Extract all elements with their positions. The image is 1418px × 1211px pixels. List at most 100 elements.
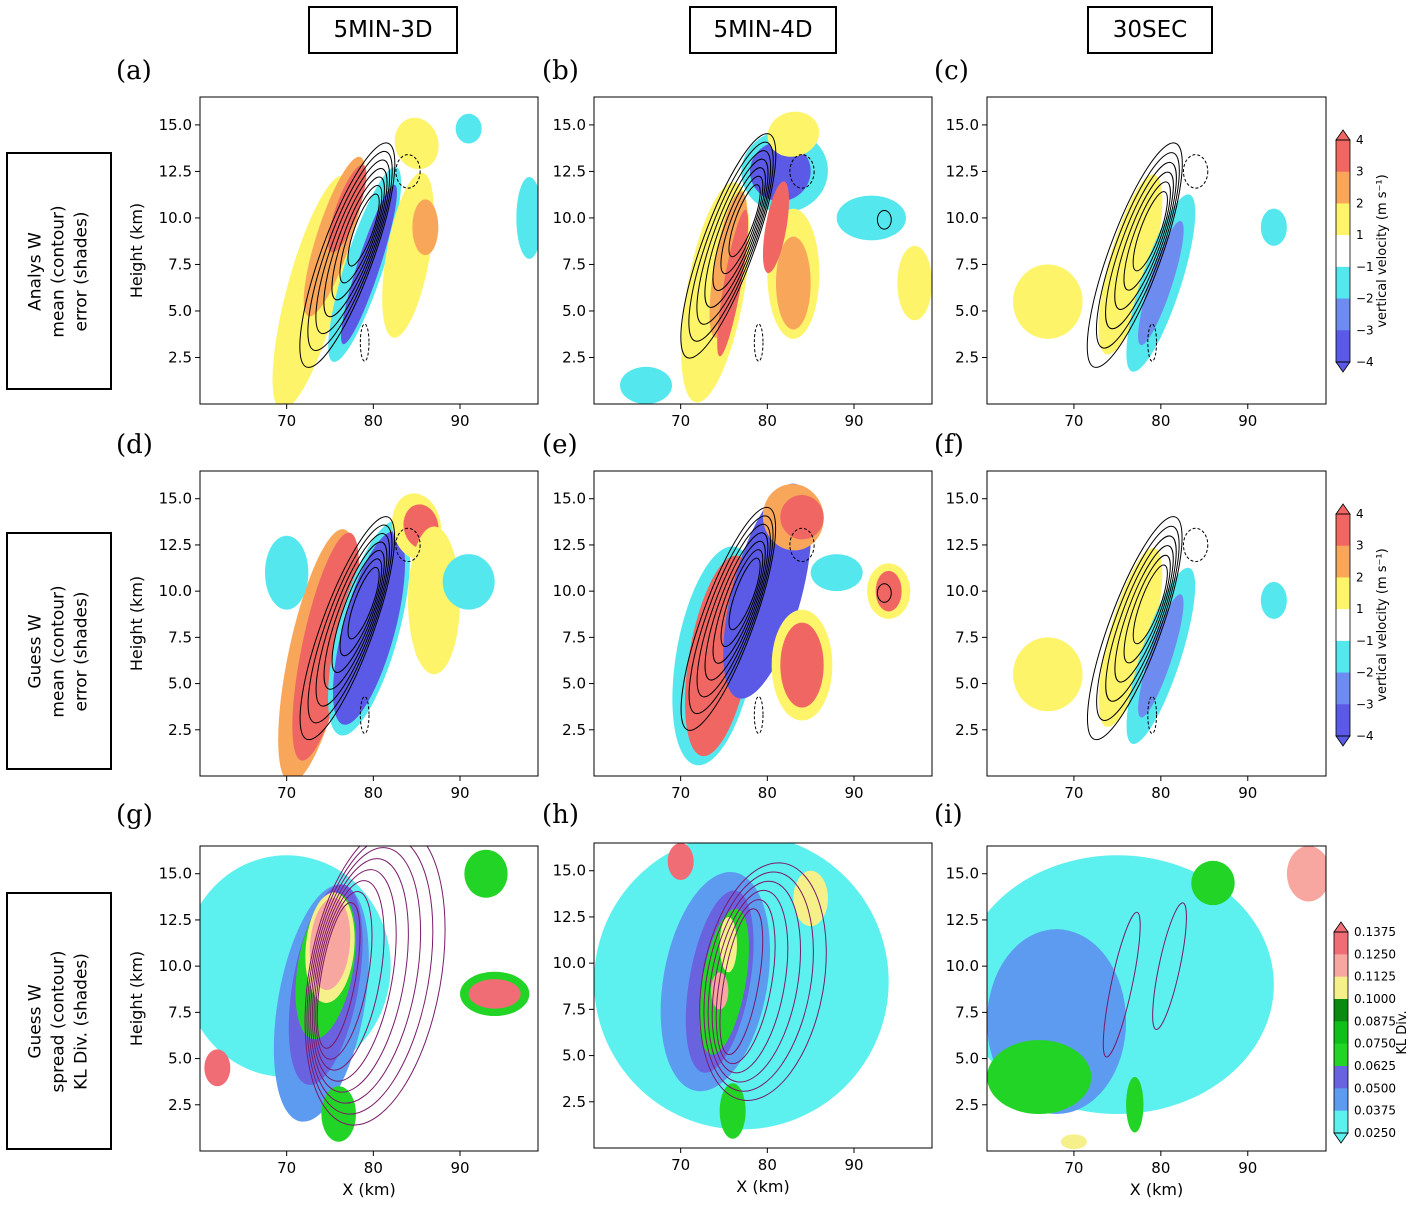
x-tick-label: 80 [364, 412, 383, 430]
x-tick-label: 70 [671, 1156, 690, 1174]
x-tick-label: 80 [1151, 412, 1170, 430]
colorbar-tick-label: −4 [1356, 729, 1374, 743]
mean-contour [728, 184, 761, 258]
y-tick-label: 7.5 [168, 628, 192, 646]
mean-contour [331, 549, 385, 673]
colorbar-swatch [1336, 545, 1350, 578]
mean-contour [1105, 161, 1177, 330]
y-tick-label: 2.5 [168, 721, 192, 739]
neg-contour [1182, 154, 1209, 189]
x-tick-label: 70 [1064, 784, 1083, 802]
y-tick-label: 7.5 [562, 1000, 586, 1018]
spread-contour [711, 889, 789, 1074]
kl-shade [667, 843, 694, 880]
colorbar-label: vertical velocity (m s⁻¹) [1375, 174, 1390, 327]
colorbar-w-guess: 4 3 2 1 −1 −2 −3 −4 vertical velocity (m s⁻¹) [1335, 503, 1390, 747]
shade-neg [836, 195, 906, 241]
colorbar-tick-label: 0.1000 [1354, 992, 1396, 1006]
y-tick-label: 10.0 [159, 582, 192, 600]
spread-contour [316, 902, 361, 1049]
x-tick-label: 90 [844, 412, 863, 430]
x-tick-label: 70 [1064, 412, 1083, 430]
mean-contour [307, 524, 393, 724]
colorbar-swatch [1336, 171, 1350, 204]
mean-contour [339, 558, 383, 657]
neg-contour [395, 154, 421, 189]
kl-shade [468, 979, 521, 1009]
shade-pos [875, 570, 902, 612]
shade-pos [897, 245, 932, 321]
x-tick-label: 90 [450, 784, 469, 802]
y-tick-label: 12.5 [159, 162, 192, 180]
spread-contour [310, 858, 409, 1093]
mean-contour [680, 506, 777, 731]
y-tick-label: 12.5 [553, 162, 586, 180]
mean-contour [315, 159, 391, 335]
panel-i: 70 80 90 2.5 5.0 7.5 10.0 12.5 15.0 X (km) [946, 845, 1327, 1199]
spread-contour [304, 846, 446, 1126]
panel-label-i: (i) [934, 800, 963, 830]
mean-contour [1105, 535, 1177, 702]
mean-contour [696, 150, 772, 325]
y-tick-label: 2.5 [562, 721, 586, 739]
panel-plot-area [1013, 142, 1287, 372]
colorbar-swatch [1334, 1066, 1348, 1089]
colorbar-tick-label: −1 [1356, 634, 1374, 648]
mean-contour [323, 167, 388, 318]
y-tick-label: 2.5 [562, 348, 586, 366]
mean-contour [1123, 181, 1171, 291]
spread-contour [313, 880, 385, 1071]
y-tick-label: 5.0 [562, 302, 586, 320]
shade-pos [762, 181, 790, 274]
panel-frame [593, 842, 933, 1149]
x-tick-label: 90 [1238, 1159, 1257, 1177]
colorbar-swatch [1334, 1110, 1348, 1134]
colorbar-tick-label: 3 [1356, 165, 1364, 179]
panel-plot-area [272, 113, 538, 404]
kl-shade [1126, 1077, 1144, 1133]
spread-contour [308, 847, 422, 1104]
y-tick-label: 12.5 [946, 536, 979, 554]
colorbar-frame [1335, 139, 1351, 363]
colorbar-tick-label: 1 [1356, 228, 1364, 242]
shade-pos [1013, 264, 1083, 339]
panel-frame [199, 470, 539, 777]
y-tick-label: 7.5 [955, 255, 979, 273]
mean-contour [704, 532, 769, 681]
panel-plot-area [200, 846, 538, 1151]
y-tick-label: 15.0 [946, 865, 979, 883]
y-tick-label: 5.0 [168, 302, 192, 320]
mean-contour [1123, 554, 1171, 664]
spread-contour [306, 846, 434, 1115]
colorbar-frame [1335, 513, 1351, 737]
x-tick-label: 70 [671, 784, 690, 802]
row-title-guess-mean: Guess W mean (contour) error (shades) [6, 532, 112, 770]
colorbar-tick-label: 0.0500 [1354, 1081, 1396, 1095]
panel-c: 70 80 90 2.5 5.0 7.5 10.0 12.5 15.0 [946, 96, 1327, 430]
kl-shade [204, 1049, 231, 1087]
kl-shade [987, 1040, 1092, 1115]
shade-neg [455, 113, 482, 144]
x-tick-label: 90 [450, 1159, 469, 1177]
shade-neg [1260, 208, 1287, 246]
y-tick-label: 10.0 [946, 957, 979, 975]
mean-contour [339, 185, 383, 284]
colorbar-tick-label: −4 [1356, 355, 1374, 369]
shade-pos [780, 495, 824, 540]
x-tick-label: 80 [1151, 784, 1170, 802]
mean-contour [720, 549, 764, 647]
panel-label-a: (a) [116, 56, 152, 86]
panel-frame [593, 470, 933, 777]
y-tick-label: 7.5 [955, 1003, 979, 1021]
colorbar-tick-label: 4 [1356, 507, 1364, 521]
colorbar-swatch [1336, 203, 1350, 236]
y-tick-label: 5.0 [562, 675, 586, 693]
colorbar-tick-label: 0.1375 [1354, 925, 1396, 939]
shade-pos [412, 199, 439, 256]
colorbar-swatch [1336, 266, 1350, 300]
colorbar-swatch [1336, 672, 1350, 705]
colorbar-kl: 0.1375 0.1250 0.1125 0.1000 0.0875 0.0750 0.06… [1333, 921, 1410, 1144]
shade-neg [516, 177, 538, 259]
panel-label-e: (e) [542, 430, 578, 460]
